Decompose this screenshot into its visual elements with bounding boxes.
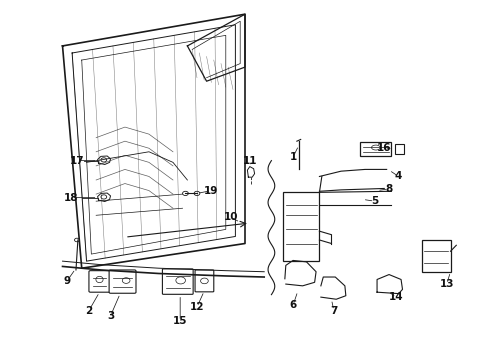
Text: 17: 17: [70, 156, 84, 166]
FancyBboxPatch shape: [422, 240, 450, 272]
FancyBboxPatch shape: [162, 269, 193, 294]
FancyBboxPatch shape: [360, 142, 392, 156]
Text: 3: 3: [107, 311, 114, 321]
Circle shape: [183, 191, 188, 195]
Circle shape: [122, 278, 130, 283]
Text: 13: 13: [440, 279, 454, 289]
Text: 11: 11: [243, 156, 257, 166]
Text: 10: 10: [223, 212, 238, 222]
Circle shape: [101, 195, 107, 199]
FancyBboxPatch shape: [195, 270, 214, 292]
FancyBboxPatch shape: [109, 270, 136, 293]
FancyBboxPatch shape: [283, 192, 319, 261]
FancyBboxPatch shape: [89, 271, 110, 292]
Text: 8: 8: [386, 184, 392, 194]
Text: 14: 14: [389, 292, 404, 302]
Text: 1: 1: [290, 152, 296, 162]
Text: 18: 18: [64, 193, 78, 203]
Ellipse shape: [96, 276, 103, 283]
Ellipse shape: [371, 145, 380, 150]
Circle shape: [176, 277, 185, 284]
Text: 12: 12: [190, 302, 204, 312]
Circle shape: [194, 191, 200, 195]
Text: 16: 16: [377, 143, 392, 153]
Text: 15: 15: [173, 316, 187, 326]
Text: 7: 7: [330, 306, 338, 315]
Text: 4: 4: [395, 171, 402, 181]
Text: 5: 5: [371, 196, 378, 206]
Circle shape: [200, 278, 208, 284]
Text: 2: 2: [85, 306, 93, 315]
FancyBboxPatch shape: [395, 144, 404, 154]
Text: 6: 6: [290, 300, 296, 310]
Text: 9: 9: [64, 275, 71, 285]
Circle shape: [101, 158, 107, 162]
Circle shape: [74, 238, 79, 242]
Text: 19: 19: [204, 186, 219, 195]
